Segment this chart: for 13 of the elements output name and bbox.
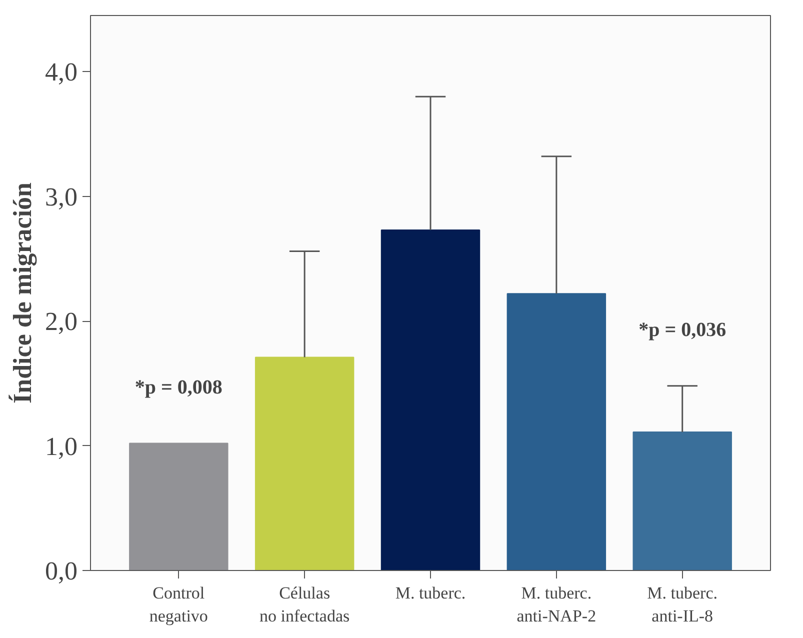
x-tick-label: Células no infectadas bbox=[259, 584, 350, 626]
y-tick-label: 2,0 bbox=[45, 307, 78, 336]
x-tick-label: M. tuberc. anti-IL-8 bbox=[647, 584, 718, 626]
y-tick-label: 0,0 bbox=[45, 556, 78, 586]
y-tick-label: 3,0 bbox=[45, 182, 78, 212]
x-tick-label: M. tuberc. bbox=[395, 584, 466, 602]
y-tick-label: 4,0 bbox=[45, 58, 78, 87]
x-tick-label: Control negativo bbox=[149, 584, 208, 626]
y-axis-title: Índice de migración bbox=[8, 182, 37, 404]
annotation: *p = 0,008 bbox=[134, 376, 222, 398]
y-tick-label: 1,0 bbox=[45, 432, 78, 461]
annotation: *p = 0,036 bbox=[638, 318, 726, 341]
x-tick-label: M. tuberc. anti-NAP-2 bbox=[516, 584, 596, 626]
